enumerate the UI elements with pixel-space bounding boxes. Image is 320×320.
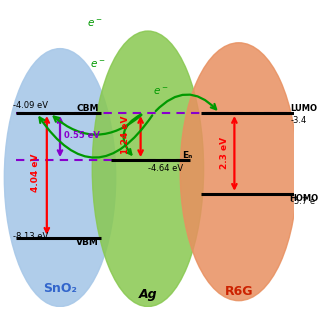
Text: LUMO: LUMO: [290, 104, 317, 113]
Text: Eₙ: Eₙ: [182, 151, 192, 160]
Ellipse shape: [180, 43, 297, 301]
Text: -5.7 e: -5.7 e: [291, 197, 315, 206]
Text: -3.4: -3.4: [291, 116, 307, 125]
Text: 2.3 eV: 2.3 eV: [220, 137, 228, 169]
Text: HOMO: HOMO: [290, 194, 319, 203]
Text: $e^-$: $e^-$: [90, 59, 106, 70]
Ellipse shape: [92, 31, 204, 307]
Text: -4.64 eV: -4.64 eV: [148, 164, 183, 173]
Text: Ag: Ag: [139, 288, 157, 301]
Text: CBM: CBM: [76, 104, 99, 113]
Text: R6G: R6G: [225, 285, 253, 298]
Text: 0.55 eV: 0.55 eV: [64, 131, 100, 140]
Text: $e^-$: $e^-$: [87, 18, 103, 29]
Text: SnO₂: SnO₂: [43, 283, 77, 295]
Text: 1.24 eV: 1.24 eV: [122, 116, 131, 154]
Ellipse shape: [4, 49, 116, 307]
Text: -4.09 eV: -4.09 eV: [13, 100, 48, 109]
Text: $e^-$: $e^-$: [153, 86, 169, 97]
Text: 4.04 eV: 4.04 eV: [31, 154, 40, 192]
Text: -8.13 eV: -8.13 eV: [13, 232, 48, 242]
Text: VBM: VBM: [76, 237, 99, 247]
